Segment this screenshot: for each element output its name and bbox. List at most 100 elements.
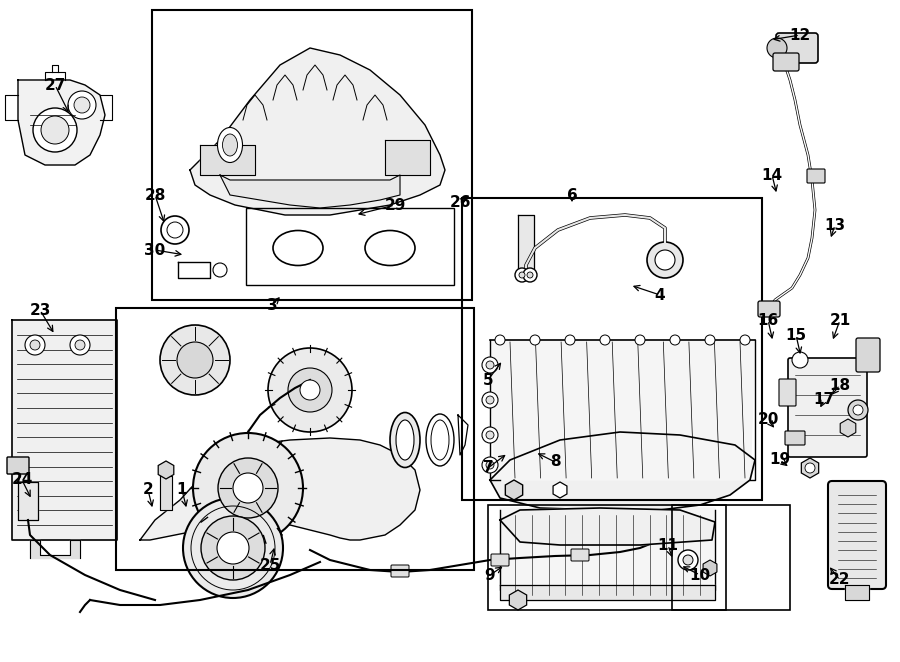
Polygon shape (12, 320, 117, 540)
Circle shape (33, 108, 77, 152)
Circle shape (655, 250, 675, 270)
FancyBboxPatch shape (491, 554, 509, 566)
Text: 20: 20 (757, 412, 778, 428)
Bar (152, 10, 472, 300)
Circle shape (805, 463, 815, 473)
Circle shape (177, 342, 213, 378)
Bar (672, 505, 790, 610)
FancyBboxPatch shape (788, 358, 867, 457)
Circle shape (193, 433, 303, 543)
Circle shape (300, 380, 320, 400)
Ellipse shape (218, 128, 242, 162)
Circle shape (486, 396, 494, 404)
Text: 10: 10 (689, 567, 711, 583)
Ellipse shape (222, 134, 238, 156)
Polygon shape (220, 175, 400, 208)
Polygon shape (140, 438, 420, 540)
Polygon shape (385, 140, 430, 175)
Polygon shape (500, 585, 715, 600)
Circle shape (600, 335, 610, 345)
Text: 11: 11 (658, 538, 679, 553)
FancyBboxPatch shape (807, 169, 825, 183)
Circle shape (740, 335, 750, 345)
Circle shape (635, 335, 645, 345)
Circle shape (530, 335, 540, 345)
FancyBboxPatch shape (856, 338, 880, 372)
Circle shape (288, 368, 332, 412)
Circle shape (482, 357, 498, 373)
FancyBboxPatch shape (391, 565, 409, 577)
Circle shape (218, 458, 278, 518)
Text: 16: 16 (758, 312, 778, 328)
Text: 17: 17 (814, 393, 834, 408)
Polygon shape (490, 340, 755, 480)
Text: 29: 29 (384, 197, 406, 213)
Text: 22: 22 (829, 573, 850, 587)
Circle shape (201, 516, 265, 580)
FancyBboxPatch shape (785, 431, 805, 445)
Text: 13: 13 (824, 218, 846, 232)
Polygon shape (190, 48, 445, 215)
Text: 27: 27 (44, 77, 66, 93)
Text: 19: 19 (770, 453, 790, 467)
Circle shape (705, 335, 715, 345)
Circle shape (486, 361, 494, 369)
Circle shape (217, 532, 249, 564)
Circle shape (678, 550, 698, 570)
Polygon shape (200, 145, 255, 175)
Circle shape (25, 335, 45, 355)
Polygon shape (845, 585, 869, 600)
Circle shape (527, 272, 533, 278)
Text: 7: 7 (482, 461, 493, 475)
Text: 18: 18 (830, 377, 850, 393)
Circle shape (183, 498, 283, 598)
Circle shape (767, 38, 787, 58)
Circle shape (486, 461, 494, 469)
Text: 5: 5 (482, 373, 493, 387)
Text: 8: 8 (550, 455, 561, 469)
FancyBboxPatch shape (571, 549, 589, 561)
Circle shape (519, 272, 525, 278)
Circle shape (482, 427, 498, 443)
Text: 2: 2 (142, 483, 153, 498)
Polygon shape (30, 540, 80, 558)
Circle shape (853, 405, 863, 415)
Circle shape (74, 97, 90, 113)
Circle shape (75, 340, 85, 350)
Polygon shape (490, 432, 755, 510)
Text: 4: 4 (654, 287, 665, 303)
Circle shape (482, 457, 498, 473)
Circle shape (233, 473, 263, 503)
Text: 12: 12 (789, 28, 811, 42)
Polygon shape (18, 80, 105, 165)
Polygon shape (500, 508, 715, 545)
FancyBboxPatch shape (773, 53, 799, 71)
Text: 15: 15 (786, 328, 806, 342)
Circle shape (670, 335, 680, 345)
FancyBboxPatch shape (758, 301, 780, 317)
FancyBboxPatch shape (779, 379, 796, 406)
Circle shape (848, 400, 868, 420)
Text: 26: 26 (449, 195, 471, 209)
Circle shape (515, 268, 529, 282)
Bar (116, 308, 474, 570)
Circle shape (565, 335, 575, 345)
Text: 9: 9 (485, 567, 495, 583)
FancyBboxPatch shape (7, 457, 29, 474)
Circle shape (683, 555, 693, 565)
Circle shape (30, 340, 40, 350)
Bar (246, 208, 454, 285)
Polygon shape (518, 215, 534, 275)
FancyBboxPatch shape (776, 33, 818, 63)
Text: 30: 30 (144, 242, 166, 258)
Text: 6: 6 (567, 187, 578, 203)
Text: 23: 23 (30, 303, 50, 318)
Text: 3: 3 (266, 297, 277, 312)
Circle shape (68, 91, 96, 119)
Text: 25: 25 (259, 557, 281, 573)
Text: 14: 14 (761, 167, 783, 183)
Circle shape (70, 335, 90, 355)
Bar (462, 198, 762, 500)
Circle shape (792, 352, 808, 368)
Circle shape (160, 325, 230, 395)
